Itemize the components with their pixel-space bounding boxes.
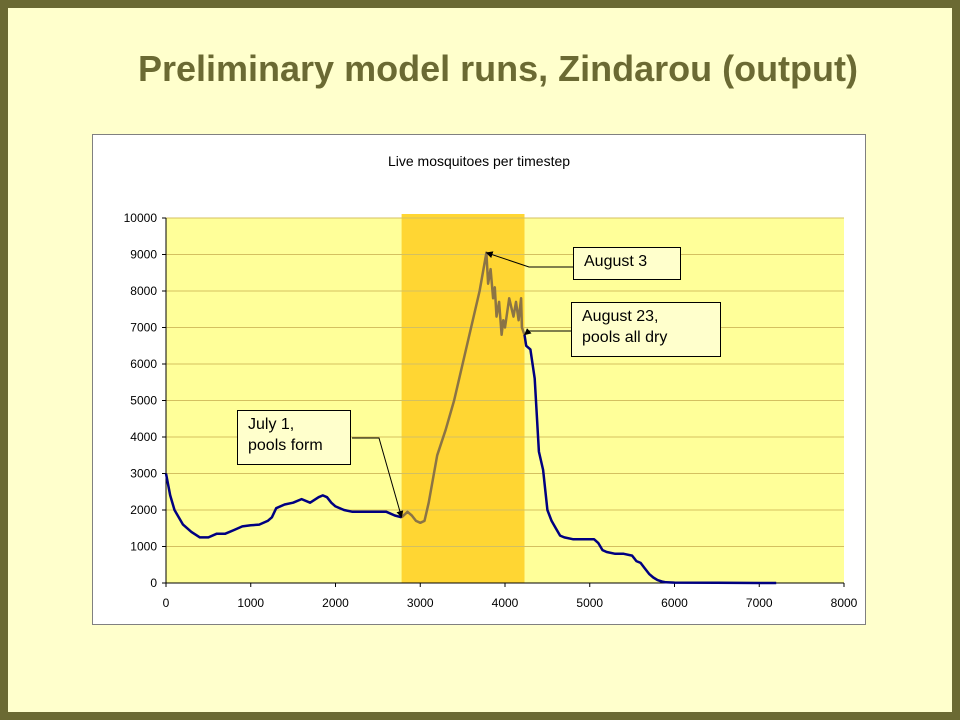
slide-title: Preliminary model runs, Zindarou (output…	[137, 48, 859, 89]
series-group	[164, 251, 777, 585]
callout-leader-line	[485, 251, 574, 268]
callout-line: pools form	[248, 437, 323, 454]
x-tick-label: 8000	[831, 596, 858, 610]
y-tick-label: 10000	[124, 211, 158, 225]
callout-leaders	[352, 251, 574, 518]
x-axis-ticks: 0 1000 2000 3000 4000 5000 6000 7000 8000	[163, 218, 858, 610]
x-tick-label: 1000	[237, 596, 264, 610]
callout-leader-line	[523, 328, 572, 336]
x-tick-label: 3000	[407, 596, 434, 610]
y-tick-label: 7000	[130, 321, 157, 335]
callout-august-23: August 23, pools all dry	[571, 302, 721, 357]
x-tick-label: 4000	[492, 596, 519, 610]
callout-leader-line	[352, 437, 404, 518]
x-tick-label: 7000	[746, 596, 773, 610]
y-tick-label: 0	[150, 576, 157, 590]
y-tick-label: 4000	[130, 430, 157, 444]
series-line-after-pools	[523, 334, 777, 585]
chart-title: Live mosquitoes per timestep	[388, 153, 570, 169]
callout-line: August 3	[584, 253, 648, 270]
x-tick-label: 0	[163, 596, 170, 610]
y-axis-ticks: 0 1000 2000 3000 4000 5000 6000 7000 8000 9000 100…	[124, 211, 166, 590]
y-tick-label: 8000	[130, 284, 157, 298]
slide: Preliminary model runs, Zindarou (output…	[8, 8, 952, 712]
chart-area: Live mosquitoes per timestep 0 1000 2000 30…	[92, 134, 866, 625]
y-tick-label: 5000	[130, 394, 157, 408]
x-tick-label: 5000	[576, 596, 603, 610]
callout-line: July 1,	[248, 416, 295, 433]
highlight-band	[401, 214, 525, 583]
callout-line: pools all dry	[582, 329, 668, 346]
x-tick-label: 2000	[322, 596, 349, 610]
gridlines	[166, 217, 844, 547]
line-chart: Live mosquitoes per timestep 0 1000 2000 30…	[124, 153, 858, 610]
callout-july-1: July 1, pools form	[237, 410, 351, 465]
callout-august-3: August 3	[573, 247, 681, 280]
y-tick-label: 3000	[130, 467, 157, 481]
series-line-pools-wet	[400, 251, 526, 525]
y-tick-label: 9000	[130, 248, 157, 262]
series-line-before-pools	[164, 473, 402, 539]
y-tick-label: 6000	[130, 357, 157, 371]
y-tick-label: 2000	[130, 503, 157, 517]
y-tick-label: 1000	[130, 540, 157, 554]
callout-line: August 23,	[582, 308, 659, 325]
x-tick-label: 6000	[661, 596, 688, 610]
